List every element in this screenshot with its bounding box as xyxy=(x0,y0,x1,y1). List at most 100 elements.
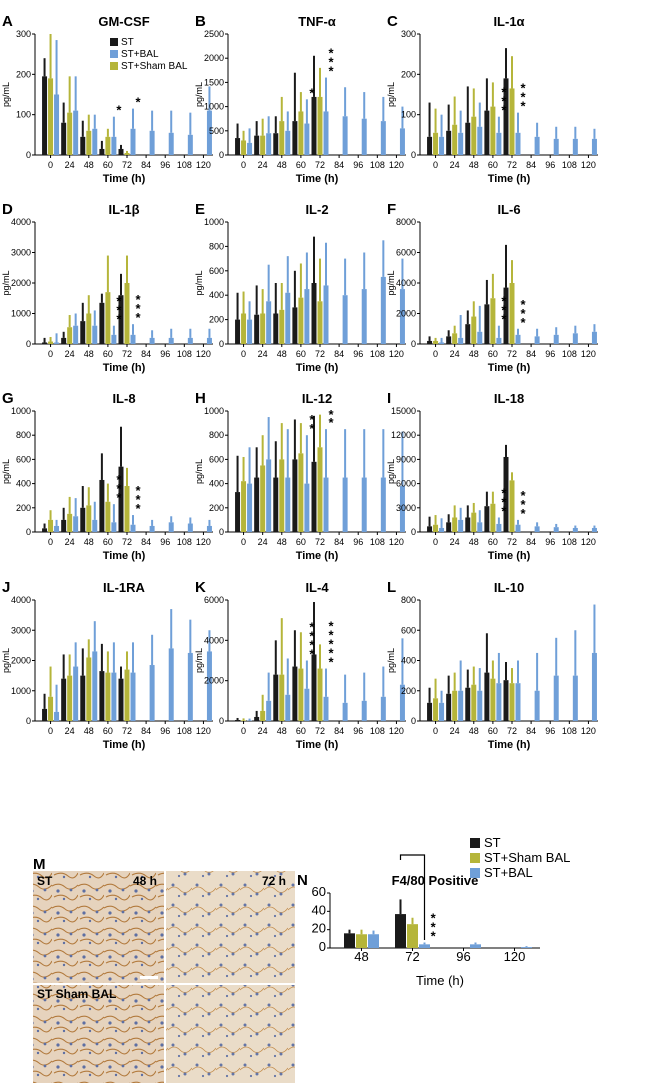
y-axis-label: pg/mL xyxy=(386,648,396,673)
error-bar xyxy=(293,72,296,122)
y-tick-label: 3000 xyxy=(396,503,416,513)
error-bar xyxy=(208,519,211,526)
bar-st xyxy=(311,654,317,721)
chart-title: IL-10 xyxy=(494,580,524,595)
bar-st-sham-bal xyxy=(260,710,266,721)
panel-letter: L xyxy=(387,579,396,596)
x-tick-label: 96 xyxy=(353,349,363,359)
bar-st-bal xyxy=(439,527,445,532)
x-tick-label: 0 xyxy=(241,349,246,359)
y-tick-label: 6000 xyxy=(204,595,224,605)
bar-st-sham-bal xyxy=(407,924,418,948)
significance-star: * xyxy=(135,301,141,316)
bar-st-bal xyxy=(285,292,291,344)
bar-st-bal xyxy=(439,702,445,721)
x-tick-label: 84 xyxy=(141,537,151,547)
error-bar xyxy=(74,498,77,517)
micrograph-st-72h xyxy=(166,871,295,983)
bar-st xyxy=(99,671,105,721)
error-bar xyxy=(74,76,77,111)
x-tick-label: 60 xyxy=(103,537,113,547)
error-bar xyxy=(401,431,404,487)
x-tick-label: 108 xyxy=(562,349,577,359)
error-bar xyxy=(87,295,90,314)
bar-st-sham-bal xyxy=(298,111,304,155)
y-tick-label: 4000 xyxy=(11,217,31,227)
x-tick-label: 60 xyxy=(488,726,498,736)
significance-star: * xyxy=(501,503,507,518)
x-tick-label: 60 xyxy=(296,160,306,170)
legend-label: ST+BAL xyxy=(484,865,533,880)
bar-st-sham-bal xyxy=(241,481,247,532)
chart-title: IL-18 xyxy=(494,391,524,406)
error-bar xyxy=(497,325,500,338)
bar-st-bal xyxy=(130,334,136,344)
error-bar xyxy=(132,515,134,525)
bar-st-sham-bal xyxy=(241,313,247,344)
bar-st-bal xyxy=(92,325,98,344)
bar-st-sham-bal xyxy=(241,720,247,721)
x-tick-label: 108 xyxy=(370,160,385,170)
y-tick-label: 0 xyxy=(219,527,224,537)
bar-st-sham-bal xyxy=(433,524,439,532)
bar-st xyxy=(292,459,298,532)
error-bar xyxy=(472,88,475,117)
x-tick-label: 108 xyxy=(370,349,385,359)
error-bar xyxy=(280,423,283,460)
bar-st-bal xyxy=(323,477,329,532)
error-bar xyxy=(478,510,481,523)
legend-swatch-bal xyxy=(110,50,118,58)
x-tick-label: 96 xyxy=(353,160,363,170)
x-tick-label: 120 xyxy=(389,160,404,170)
bar-st-sham-bal xyxy=(471,684,477,721)
y-tick-label: 800 xyxy=(209,430,224,440)
bar-st-bal xyxy=(368,934,379,948)
chart-title: GM-CSF xyxy=(98,14,149,29)
bar-st-sham-bal xyxy=(67,513,73,532)
bar-st-bal xyxy=(361,289,367,344)
significance-star: * xyxy=(520,506,526,521)
error-bar xyxy=(478,102,481,127)
bar-st xyxy=(61,678,67,721)
bar-st xyxy=(446,336,452,344)
x-axis-label: Time (h) xyxy=(103,550,146,562)
y-tick-label: 400 xyxy=(209,479,224,489)
x-tick-label: 108 xyxy=(177,160,192,170)
y-tick-label: 0 xyxy=(411,527,416,537)
error-bar xyxy=(491,491,494,504)
error-bar xyxy=(459,660,462,691)
chart-title: IL-8 xyxy=(112,391,135,406)
bar-st-sham-bal xyxy=(105,136,111,155)
x-tick-label: 48 xyxy=(277,726,287,736)
error-bar xyxy=(434,108,437,133)
bar-st-bal xyxy=(247,142,253,155)
y-tick-label: 2500 xyxy=(204,29,224,39)
error-bar xyxy=(293,270,296,308)
bar-st-sham-bal xyxy=(298,668,304,721)
bar-st-bal xyxy=(458,337,464,344)
bar-st-bal xyxy=(496,523,502,532)
error-bar xyxy=(286,658,289,695)
legend-swatch xyxy=(470,838,480,848)
bar-st-bal xyxy=(591,527,597,532)
significance-star: * xyxy=(501,294,507,309)
error-bar xyxy=(485,78,488,111)
error-bar xyxy=(106,128,109,137)
x-tick-label: 120 xyxy=(581,160,596,170)
bar-st-bal xyxy=(342,116,348,155)
x-tick-label: 72 xyxy=(122,726,132,736)
significance-star: * xyxy=(431,920,437,935)
error-bar xyxy=(151,519,154,526)
bar-st xyxy=(61,337,67,344)
error-bar xyxy=(286,429,289,478)
chart-title: IL-12 xyxy=(302,391,332,406)
error-bar xyxy=(93,114,96,129)
error-bar xyxy=(62,507,65,520)
y-tick-label: 600 xyxy=(401,625,416,635)
error-bar xyxy=(474,942,477,945)
error-bar xyxy=(236,717,239,720)
x-tick-label: 24 xyxy=(258,537,268,547)
error-bar xyxy=(170,328,173,338)
